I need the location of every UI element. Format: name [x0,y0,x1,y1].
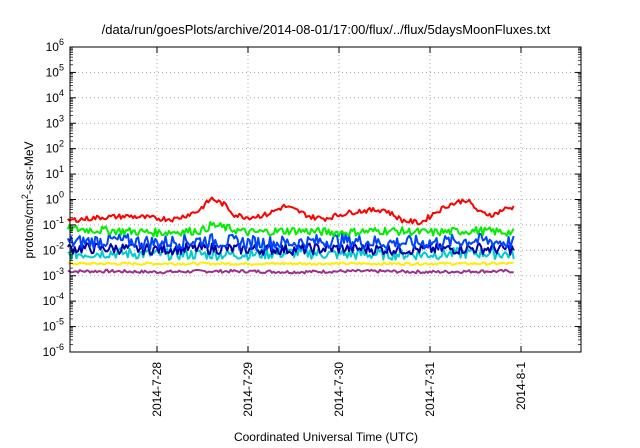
y-tick-exp: -4 [56,291,64,301]
y-tick-label: 100 [46,190,64,207]
y-tick-base: 10 [46,65,60,79]
y-tick-base: 10 [43,269,57,283]
x-tick-label: 2014-8-1 [514,362,528,410]
grid [70,47,581,352]
y-tick-exp: -3 [56,266,64,276]
x-tick-label: 2014-7-28 [150,362,164,417]
y-tick-exp: 1 [59,164,64,174]
y-tick-exp: 2 [59,139,64,149]
x-axis: 2014-7-28 2014-7-29 2014-7-30 2014-7-31 2014… [150,47,528,417]
y-tick-exp: -2 [56,240,64,250]
y-tick-exp: 0 [59,190,64,200]
x-tick-label: 2014-7-30 [332,362,346,417]
y-tick-label: 101 [46,164,64,181]
chart-title: /data/run/goesPlots/archive/2014-08-01/1… [102,22,551,37]
y-tick-label: 10-2 [43,240,64,257]
y-tick-base: 10 [43,345,57,359]
y-tick-exp: -1 [56,215,64,225]
y-tick-label: 103 [46,113,64,130]
series-group [66,196,515,275]
x-tick-label: 2014-7-31 [423,362,437,417]
y-tick-exp: -6 [56,342,64,352]
x-tick-label: 2014-7-29 [241,362,255,417]
y-tick-label: 106 [46,37,64,54]
y-tick-label: 104 [46,88,64,105]
y-tick-base: 10 [46,40,60,54]
y-tick-label: 102 [46,139,64,156]
y-tick-base: 10 [43,243,57,257]
y-tick-exp: -5 [56,317,64,327]
y-tick-base: 10 [43,218,57,232]
y-tick-label: 105 [46,62,64,79]
y-tick-label: 10-6 [43,342,64,359]
series-line [67,261,514,266]
series-line [67,246,515,261]
y-tick-base: 10 [43,294,57,308]
y-tick-exp: 4 [59,88,64,98]
y-tick-base: 10 [46,91,60,105]
y-tick-label: 10-1 [43,215,64,232]
y-tick-label: 10-5 [43,317,64,334]
y-tick-base: 10 [43,320,57,334]
y-tick-base: 10 [46,167,60,181]
y-tick-exp: 3 [59,113,64,123]
x-axis-label: Coordinated Universal Time (UTC) [234,430,418,444]
y-tick-label: 10-4 [43,291,64,308]
series-line [66,232,515,251]
y-axis: 10-610-510-410-310-210-11001011021031041… [43,37,581,359]
y-tick-label: 10-3 [43,266,64,283]
y-tick-base: 10 [46,116,60,130]
series-line [67,196,515,226]
series-line [67,268,514,275]
y-axis-label: protons/cm2-s-sr-MeV [20,141,36,258]
series-line [66,221,515,238]
y-tick-base: 10 [46,193,60,207]
y-axis-label-suffix: -s-sr-MeV [22,141,36,194]
y-axis-label-sup: 2 [20,194,30,199]
y-tick-exp: 6 [59,37,64,47]
y-tick-base: 10 [46,142,60,156]
y-tick-exp: 5 [59,62,64,72]
y-axis-label-prefix: protons/cm [22,199,36,258]
